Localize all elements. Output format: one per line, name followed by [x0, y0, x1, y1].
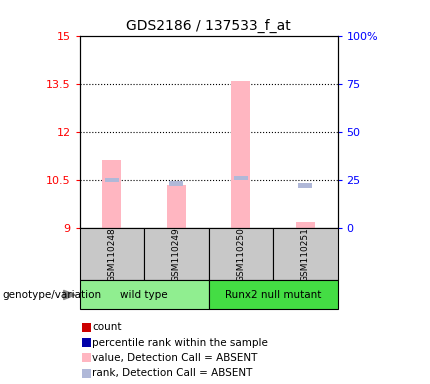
Bar — [80, 280, 209, 309]
Bar — [209, 228, 273, 280]
Bar — [169, 181, 183, 186]
Bar — [102, 160, 121, 228]
Bar — [295, 222, 315, 228]
Bar — [298, 184, 312, 188]
Text: rank, Detection Call = ABSENT: rank, Detection Call = ABSENT — [92, 368, 253, 378]
Text: GSM110249: GSM110249 — [172, 227, 181, 282]
Text: count: count — [92, 322, 122, 332]
Text: Runx2 null mutant: Runx2 null mutant — [225, 290, 321, 300]
Text: percentile rank within the sample: percentile rank within the sample — [92, 338, 268, 348]
Bar — [80, 228, 144, 280]
Title: GDS2186 / 137533_f_at: GDS2186 / 137533_f_at — [126, 18, 291, 33]
Bar — [233, 176, 248, 180]
Text: genotype/variation: genotype/variation — [2, 290, 101, 300]
Text: wild type: wild type — [120, 290, 168, 300]
Bar — [209, 280, 338, 309]
Text: GSM110251: GSM110251 — [301, 227, 310, 282]
Bar — [144, 228, 209, 280]
Text: GSM110248: GSM110248 — [108, 227, 116, 282]
Bar — [166, 185, 186, 228]
Bar — [104, 177, 119, 182]
Text: GSM110250: GSM110250 — [237, 227, 245, 282]
Text: value, Detection Call = ABSENT: value, Detection Call = ABSENT — [92, 353, 258, 363]
Bar — [231, 81, 250, 228]
Bar — [273, 228, 338, 280]
